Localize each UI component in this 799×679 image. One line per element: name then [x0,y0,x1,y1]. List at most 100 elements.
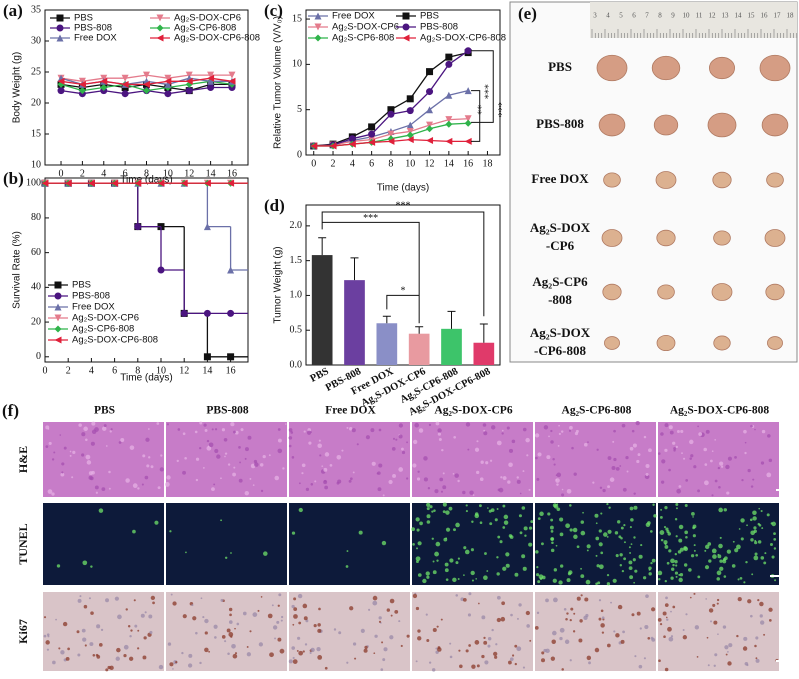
texture [528,526,533,530]
y-tick-label: 35 [31,4,41,15]
texture [318,439,321,442]
texture [147,428,150,430]
texture [53,451,56,454]
ruler-number: 12 [709,12,717,20]
texture [561,668,564,671]
texture [718,543,723,549]
texture [620,639,625,644]
texture [462,490,466,495]
texture [46,633,50,637]
marker [426,121,434,129]
texture [227,463,231,466]
texture [690,454,694,458]
texture [734,455,737,459]
marker [57,87,65,95]
texture [160,454,163,457]
marker [156,24,164,32]
texture [606,502,609,506]
marker [207,84,215,91]
texture [214,448,219,454]
texture [252,612,258,617]
texture [648,568,651,571]
texture [349,477,353,481]
texture [505,563,510,568]
texture [109,430,112,433]
texture [670,558,675,564]
sig-bracket [321,211,485,324]
texture [543,648,547,653]
texture [412,439,418,445]
texture [229,613,232,617]
texture [313,624,317,628]
texture [60,472,65,477]
texture [496,617,501,623]
texture [545,598,549,603]
texture [476,440,479,443]
panel-label: (c) [264,1,283,20]
texture [249,630,252,633]
texture [647,636,651,640]
texture [764,552,767,555]
x-tick-label: 16 [463,158,473,169]
texture [750,485,754,488]
texture [550,530,554,533]
texture [61,462,65,466]
marker [314,23,322,31]
texture [382,494,385,497]
marker [57,77,65,85]
texture [664,448,668,452]
marker [227,353,235,361]
texture [412,593,418,599]
marker [56,24,64,32]
texture [665,616,668,619]
texture [551,639,556,644]
texture [208,650,211,653]
row-label: -808 [548,292,572,307]
texture [747,468,751,473]
legend-label: PBS-808 [72,291,110,302]
texture [483,429,486,432]
row-label: Ki67 [16,619,30,644]
texture [536,565,539,569]
texture [444,568,449,573]
texture [185,551,187,554]
bar [376,323,398,365]
tumor-photo [767,336,783,350]
texture [651,637,656,642]
texture [648,448,652,453]
marker [54,325,62,333]
texture [224,452,228,455]
texture [692,516,694,518]
texture [336,481,340,485]
texture [502,526,506,529]
texture [683,546,689,552]
x-tick-label: 8 [388,158,393,169]
texture [537,580,541,584]
texture [374,634,378,638]
texture [298,507,303,513]
texture [239,461,241,464]
marker [185,87,193,95]
texture [232,653,238,659]
texture [117,614,122,620]
ruler-number: 11 [696,12,703,20]
panel-label: (a) [3,1,23,20]
texture [303,616,308,621]
texture [644,625,649,630]
texture [595,582,598,586]
x-tick-label: 12 [184,168,194,179]
texture [496,556,499,559]
texture [685,535,688,539]
texture [398,620,401,623]
texture [510,613,513,617]
y-axis-label: Survival Rate (%) [12,231,23,309]
marker [54,314,62,322]
texture [352,471,355,474]
texture [277,448,283,454]
y-tick-label: 2.0 [290,220,303,231]
texture [476,664,480,668]
texture [518,603,522,607]
texture [487,644,491,648]
texture [223,437,228,442]
texture [437,647,442,652]
